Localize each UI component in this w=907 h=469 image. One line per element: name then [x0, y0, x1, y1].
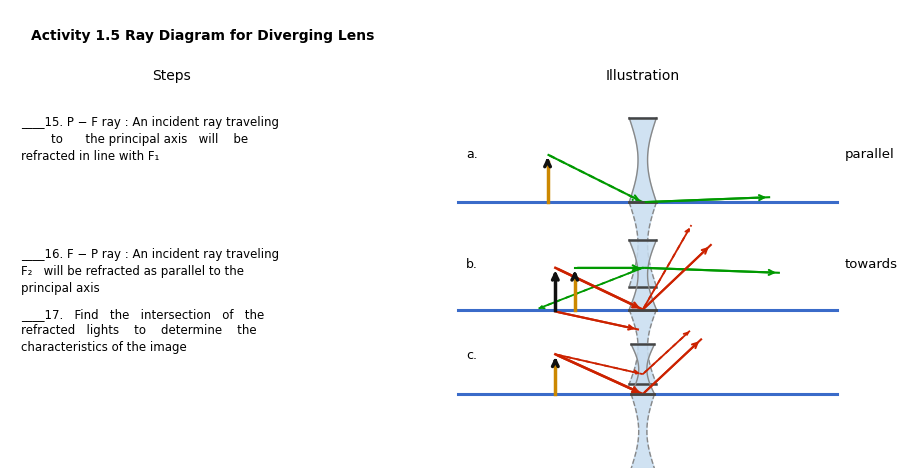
Text: refracted in line with F₁: refracted in line with F₁ — [21, 150, 160, 162]
Text: Steps: Steps — [152, 69, 190, 83]
Text: F₂   will be refracted as parallel to the: F₂ will be refracted as parallel to the — [21, 265, 244, 278]
Text: Illustration: Illustration — [606, 69, 680, 83]
Text: refracted   lights    to    determine    the: refracted lights to determine the — [21, 325, 257, 338]
Text: principal axis: principal axis — [21, 282, 100, 295]
Text: Activity 1.5 Ray Diagram for Diverging Lens: Activity 1.5 Ray Diagram for Diverging L… — [31, 29, 374, 43]
Text: a.: a. — [466, 148, 478, 160]
Text: characteristics of the image: characteristics of the image — [21, 341, 187, 355]
Polygon shape — [629, 310, 657, 384]
Polygon shape — [629, 240, 657, 310]
Polygon shape — [629, 202, 657, 287]
Text: ____16. F − P ray : An incident ray traveling: ____16. F − P ray : An incident ray trav… — [21, 248, 279, 261]
Text: c.: c. — [466, 349, 477, 363]
Polygon shape — [629, 118, 657, 202]
Text: parallel: parallel — [845, 148, 894, 160]
Text: b.: b. — [466, 258, 478, 271]
Text: towards: towards — [845, 258, 898, 271]
Text: ____17.   Find   the   intersection   of   the: ____17. Find the intersection of the — [21, 308, 264, 321]
Polygon shape — [631, 394, 655, 469]
Polygon shape — [631, 344, 655, 394]
Text: to      the principal axis   will    be: to the principal axis will be — [21, 133, 248, 145]
Text: ____15. P − F ray : An incident ray traveling: ____15. P − F ray : An incident ray trav… — [21, 116, 278, 129]
